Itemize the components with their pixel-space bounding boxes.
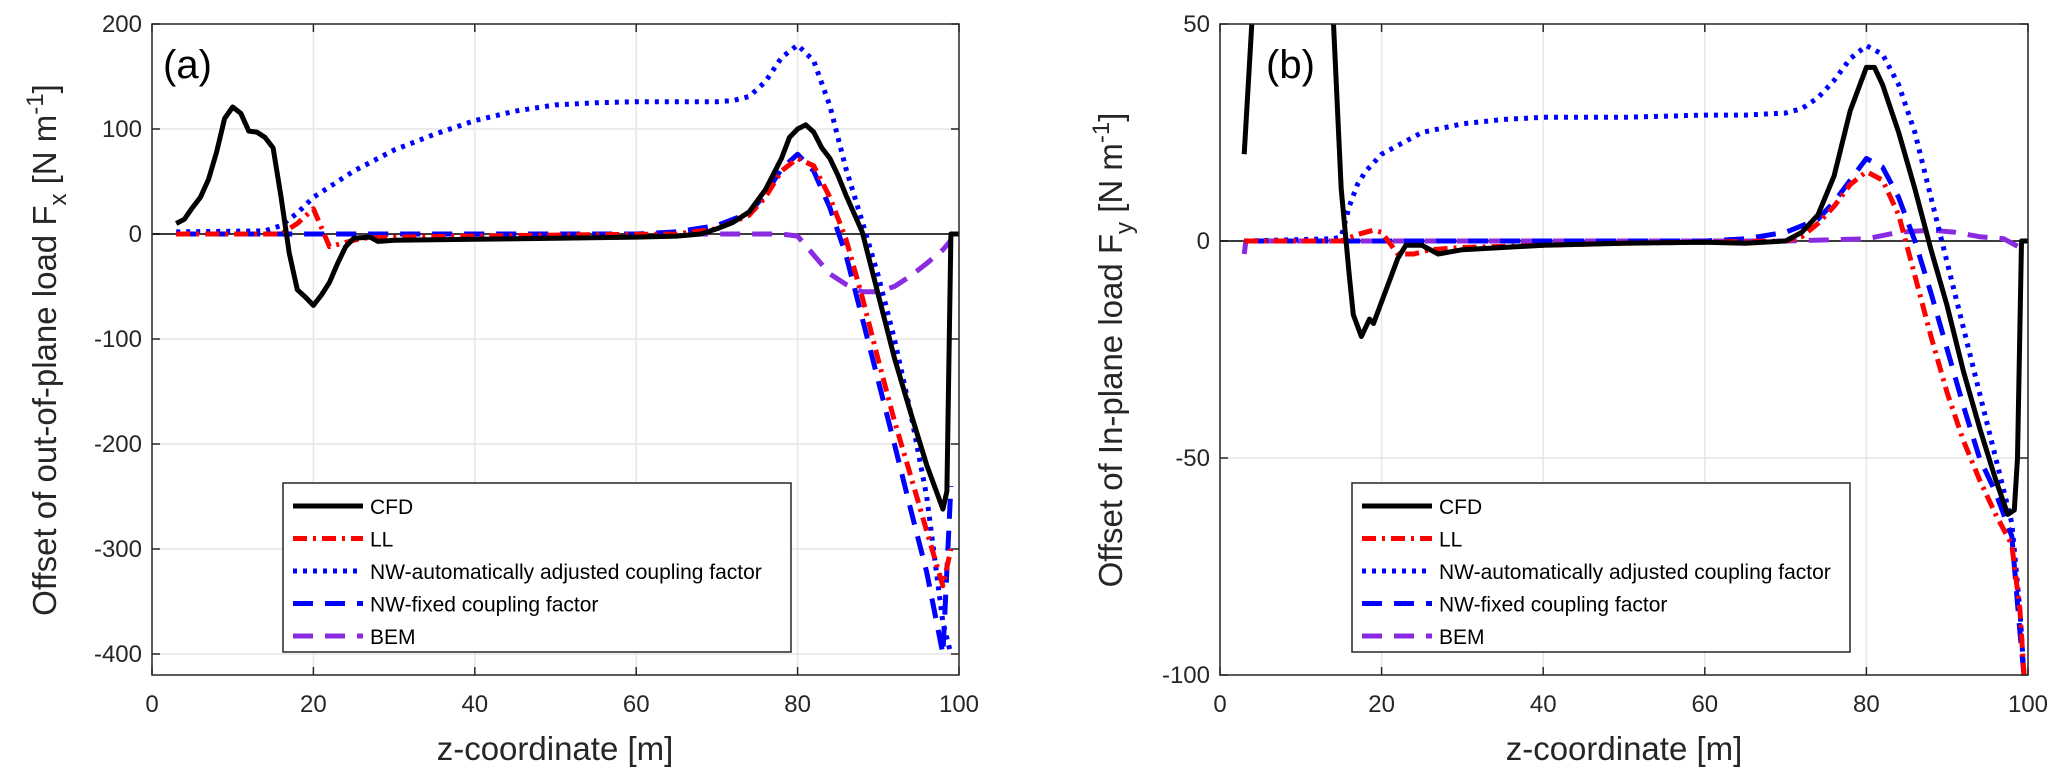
y-axis-label-unit: [N m xyxy=(1092,143,1129,222)
series-bem xyxy=(176,231,953,295)
x-tick-label: 60 xyxy=(1691,691,1718,718)
legend-label: BEM xyxy=(370,626,416,649)
y-axis-label-sup: -1 xyxy=(22,93,49,114)
y-tick-label: -300 xyxy=(94,536,142,563)
y-tick-label: 0 xyxy=(129,221,142,248)
panel-a: 0 20 40 60 80 100 -400 -300 -200 -100 0 100 200 (a)… xyxy=(22,11,979,767)
y-axis-label-close: ] xyxy=(26,84,63,93)
series-ll xyxy=(176,155,954,589)
x-tick-label: 100 xyxy=(939,691,979,718)
y-axis-label-a: Offset of out-of-plane load Fx [N m-1] xyxy=(22,84,72,616)
x-tick-label: 20 xyxy=(300,691,327,718)
x-tick-label: 0 xyxy=(145,691,158,718)
x-tick-label: 100 xyxy=(2008,691,2048,718)
x-tick-labels-a: 0 20 40 60 80 100 xyxy=(145,691,979,718)
series-nw-automatically-adjusted-coupling-factor xyxy=(1244,43,2027,675)
x-tick-label: 80 xyxy=(784,691,811,718)
y-tick-label: -100 xyxy=(1162,662,1210,689)
y-tick-label: -400 xyxy=(94,641,142,668)
legend-label: LL xyxy=(370,529,393,552)
curves-a xyxy=(175,42,959,657)
y-tick-label: -200 xyxy=(94,431,142,458)
legend-label: NW-automatically adjusted coupling facto… xyxy=(1439,561,1831,584)
axes-frame-b xyxy=(1219,23,2029,676)
legend-label: NW-fixed coupling factor xyxy=(1439,594,1667,617)
legend-a: CFD LL NW-automatically adjusted coupling … xyxy=(282,482,792,653)
series-ll xyxy=(1244,169,2027,675)
legend-b: CFD LL NW-automatically adjusted coupling … xyxy=(1351,482,1851,653)
x-tick-label: 20 xyxy=(1368,691,1395,718)
x-tick-label: 0 xyxy=(1213,691,1226,718)
y-tick-label: 100 xyxy=(102,116,142,143)
y-tick-labels-b: -100 -50 0 50 xyxy=(1162,11,1210,689)
legend-box xyxy=(282,482,792,653)
y-axis-label-b: Offset of In-plane load Fy [N m-1] xyxy=(1088,113,1138,588)
y-axis-label-sub: y xyxy=(1111,222,1138,234)
y-tick-label: 0 xyxy=(1197,228,1210,255)
legend-box xyxy=(1351,482,1851,653)
y-axis-label-sup: -1 xyxy=(1088,122,1115,143)
y-axis-label-unit: [N m xyxy=(26,115,63,194)
x-tick-label: 40 xyxy=(461,691,488,718)
series-cfd xyxy=(1241,24,2028,517)
series-bem xyxy=(1241,227,2022,255)
y-axis-label-close: ] xyxy=(1092,113,1129,122)
panel-label-b: (b) xyxy=(1266,43,1315,87)
legend-label: CFD xyxy=(370,496,413,519)
y-axis-label-main: Offset of In-plane load F xyxy=(1092,234,1129,587)
x-tick-label: 60 xyxy=(623,691,650,718)
x-axis-label-a: z-coordinate [m] xyxy=(437,730,674,767)
legend-label: NW-automatically adjusted coupling facto… xyxy=(370,561,762,584)
axes-frame-a xyxy=(151,23,960,676)
y-axis-label-main: Offset of out-of-plane load F xyxy=(26,206,63,616)
legend-label: BEM xyxy=(1439,626,1485,649)
x-tick-label: 40 xyxy=(1530,691,1557,718)
x-axis-label-b: z-coordinate [m] xyxy=(1506,730,1743,767)
y-tick-label: 50 xyxy=(1183,11,1210,38)
y-tick-label: 200 xyxy=(102,11,142,38)
legend-label: NW-fixed coupling factor xyxy=(370,594,598,617)
y-tick-labels-a: -400 -300 -200 -100 0 100 200 xyxy=(94,11,142,668)
y-tick-label: -50 xyxy=(1175,445,1210,472)
x-tick-labels-b: 0 20 40 60 80 100 xyxy=(1213,691,2048,718)
series-nw-fixed-coupling-factor xyxy=(1244,156,2027,675)
panel-b: 0 20 40 60 80 100 -100 -50 0 50 (b) z-coordinate… xyxy=(1088,11,2048,767)
x-tick-label: 80 xyxy=(1853,691,1880,718)
legend-label: LL xyxy=(1439,529,1462,552)
series-cfd xyxy=(175,104,959,512)
y-axis-label-sub: x xyxy=(45,194,72,206)
panel-label-a: (a) xyxy=(163,43,212,87)
curves-b xyxy=(1241,24,2028,675)
y-tick-label: -100 xyxy=(94,326,142,353)
legend-label: CFD xyxy=(1439,496,1482,519)
series-nw-automatically-adjusted-coupling-factor xyxy=(176,42,954,655)
